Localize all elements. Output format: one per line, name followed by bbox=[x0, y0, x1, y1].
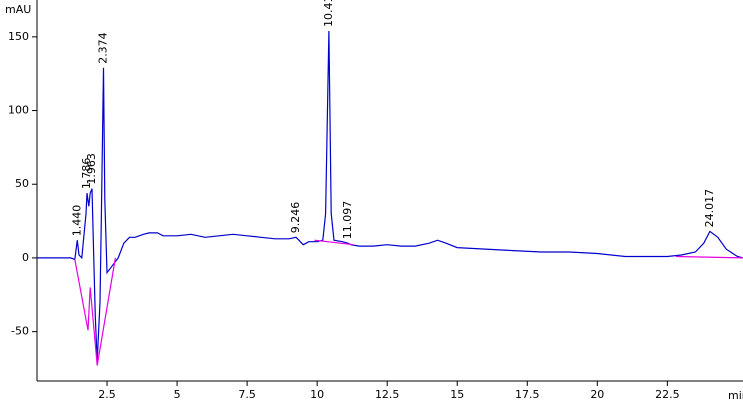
y-axis-label: mAU bbox=[5, 3, 31, 16]
x-tick-label: 12.5 bbox=[375, 388, 400, 401]
peak-label: 2.374 bbox=[97, 32, 110, 63]
peak-label: 1.963 bbox=[85, 153, 98, 185]
x-tick-label: 5 bbox=[174, 388, 181, 401]
trace bbox=[74, 239, 743, 366]
peak-label: 9.246 bbox=[289, 202, 302, 234]
x-tick-label: 22.5 bbox=[655, 388, 680, 401]
x-axis-label: min bbox=[728, 389, 743, 402]
peak-label: 11.097 bbox=[341, 201, 354, 240]
x-tick-label: 7.5 bbox=[238, 388, 256, 401]
trace bbox=[37, 30, 743, 362]
x-tick-label: 17.5 bbox=[515, 388, 540, 401]
x-tick-label: 15 bbox=[450, 388, 464, 401]
y-tick-label: 150 bbox=[8, 30, 29, 43]
y-tick-label: 50 bbox=[15, 177, 29, 190]
peak-label: 10.418 bbox=[322, 0, 335, 27]
x-tick-label: 20 bbox=[590, 388, 604, 401]
x-tick-label: 2.5 bbox=[98, 388, 116, 401]
y-tick-label: -50 bbox=[11, 325, 29, 338]
peak-label: 24.017 bbox=[703, 189, 716, 228]
peak-label: 1.786 bbox=[80, 158, 93, 190]
x-tick-label: 10 bbox=[310, 388, 324, 401]
y-tick-label: 0 bbox=[22, 251, 29, 264]
y-tick-label: 100 bbox=[8, 104, 29, 117]
peak-label: 1.440 bbox=[70, 205, 83, 237]
